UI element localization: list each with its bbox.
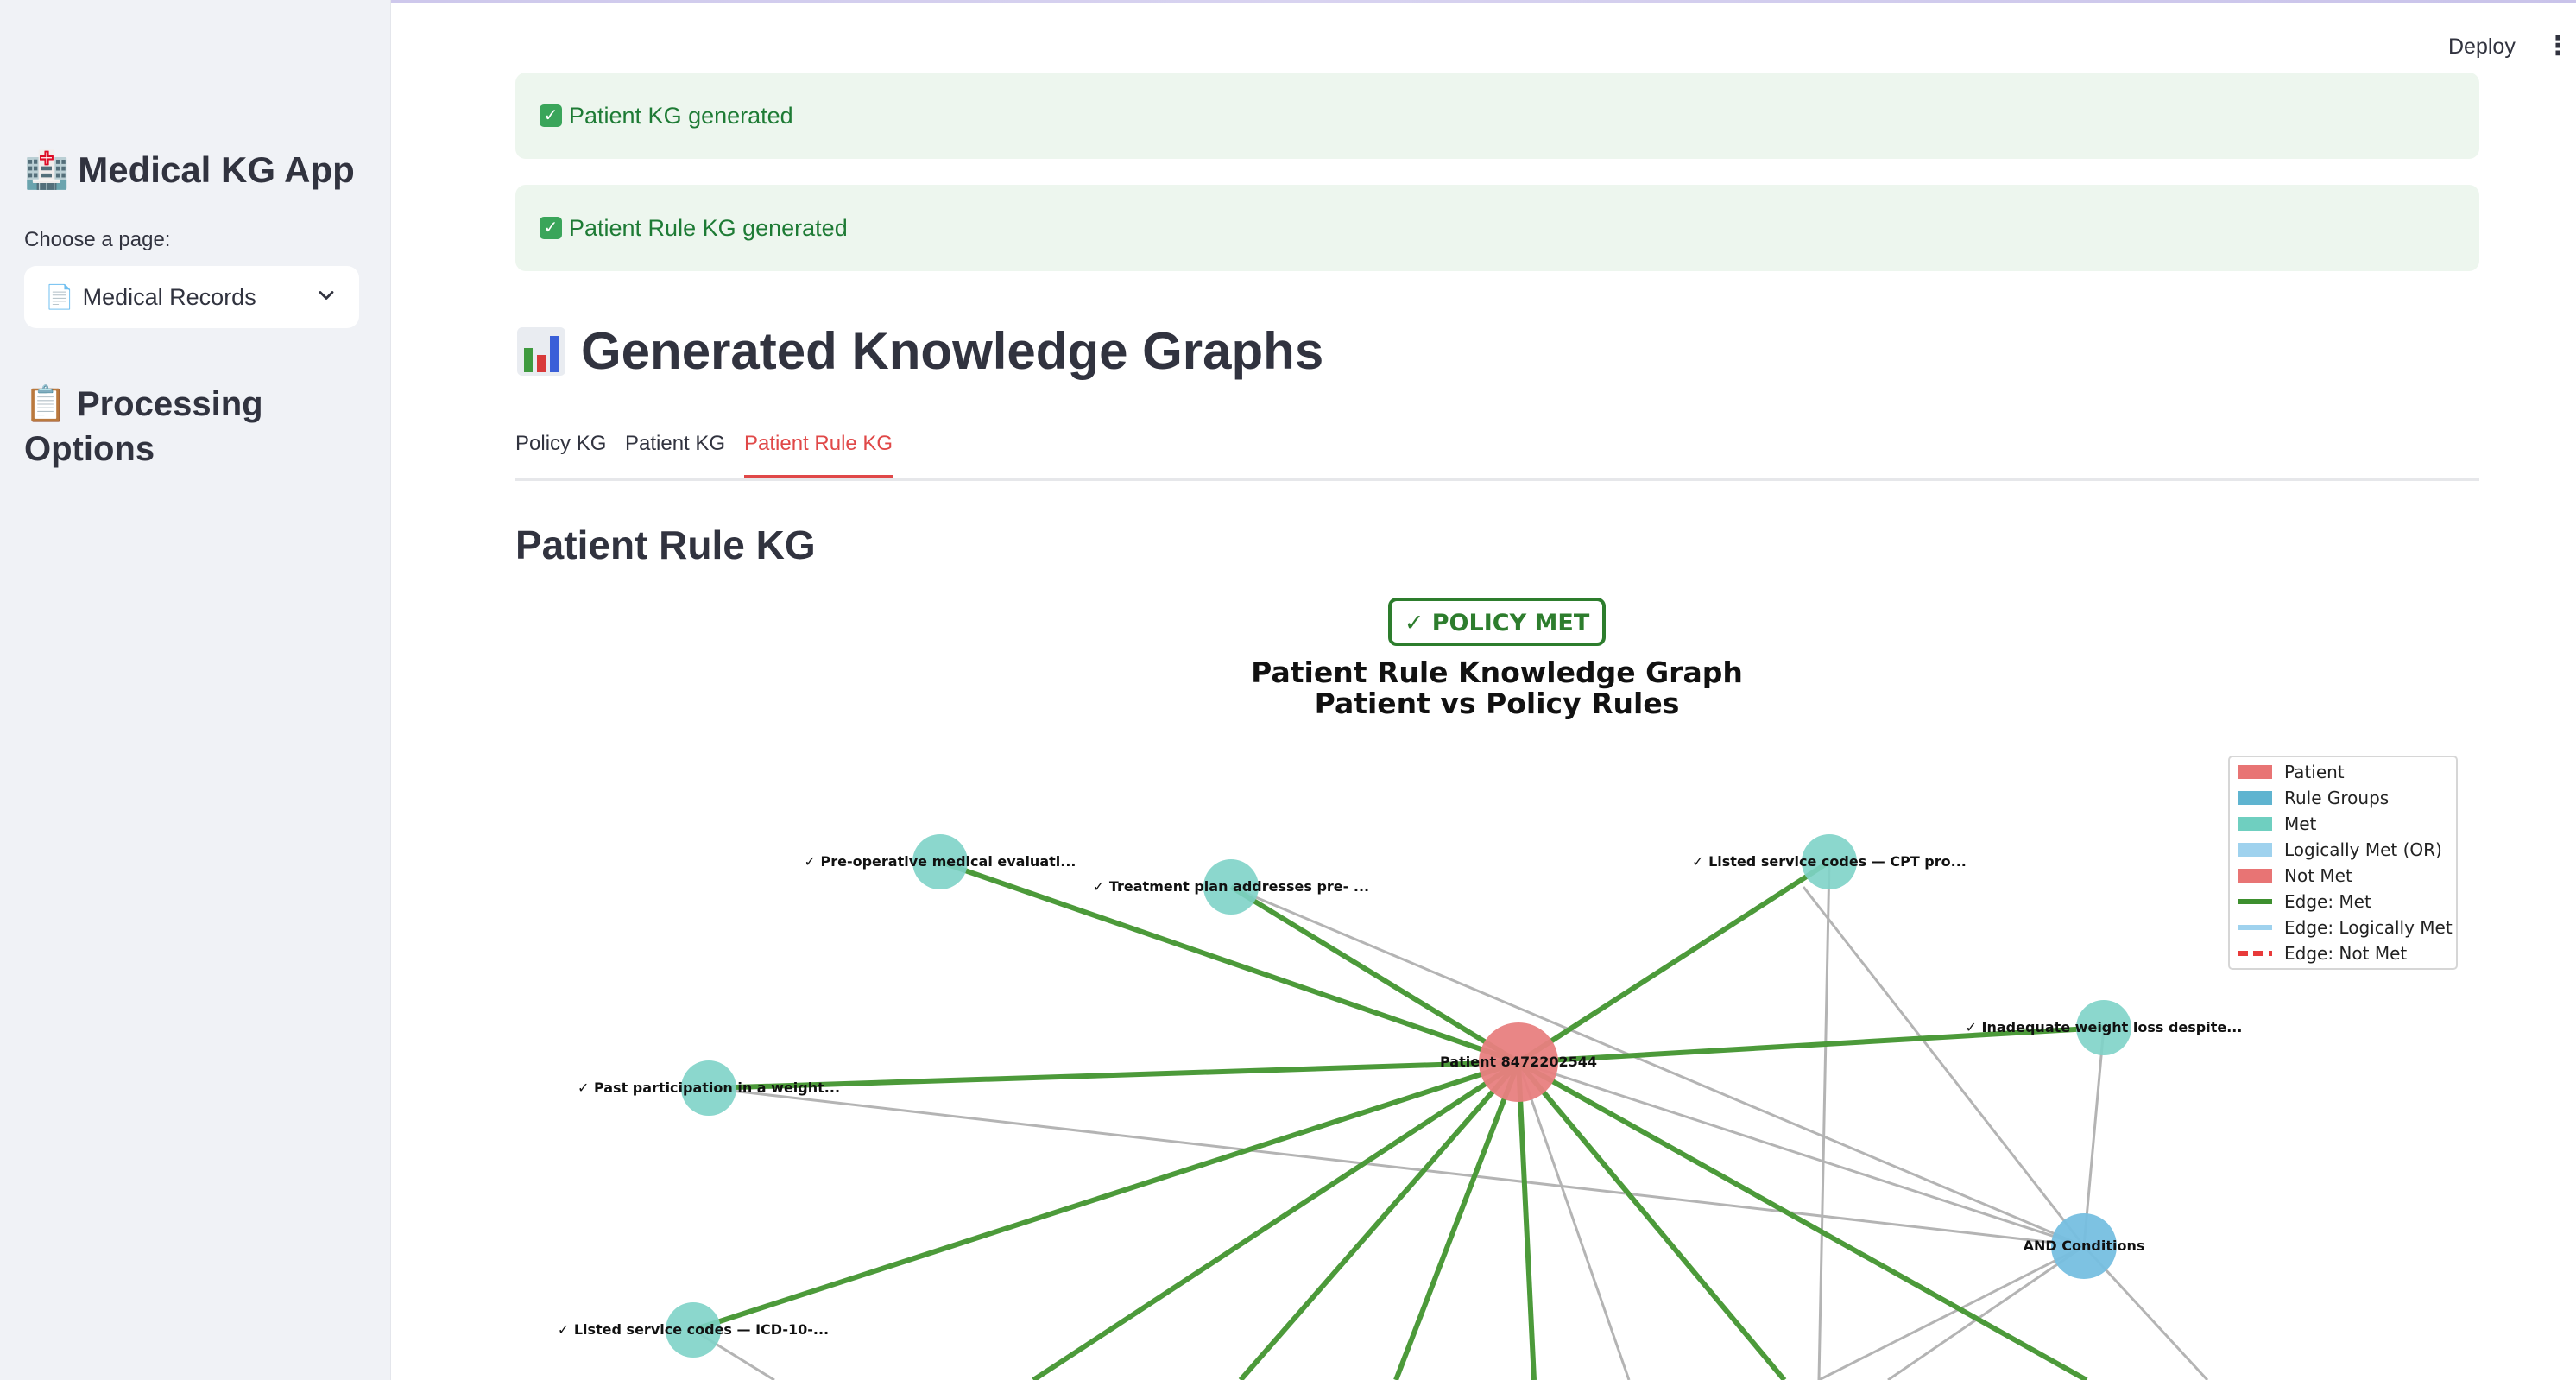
rule-node-label: ✓ Treatment plan addresses pre- ... (1093, 878, 1369, 895)
page-select[interactable]: 📄 Medical Records (24, 266, 359, 328)
check-icon: ✓ (540, 104, 562, 127)
processing-options-text: Processing Options (24, 385, 263, 468)
legend-label: Not Met (2284, 865, 2352, 886)
bar-chart-icon (517, 326, 565, 376)
legend-label: Edge: Logically Met (2284, 917, 2453, 938)
clipboard-icon: 📋 (24, 384, 67, 424)
success-alert-patient-kg: ✓ Patient KG generated (515, 73, 2479, 159)
alert-text: Patient Rule KG generated (569, 214, 848, 241)
legend-swatch-not-met (2238, 869, 2272, 883)
and-conditions-label: AND Conditions (2024, 1238, 2145, 1254)
deploy-button[interactable]: Deploy (2448, 35, 2516, 59)
patient-node-label: Patient 8472202544 (1440, 1054, 1597, 1070)
rule-node (2076, 1000, 2131, 1055)
top-decoration-bar (0, 0, 2576, 3)
legend-swatch-rule-groups (2238, 791, 2272, 805)
page-select-label: Choose a page: (24, 228, 171, 251)
rule-node (1802, 834, 1857, 889)
graph-title-line1: Patient Rule Knowledge Graph (1251, 655, 1743, 689)
graph-title-line2: Patient vs Policy Rules (1315, 687, 1680, 720)
legend-label: Edge: Not Met (2284, 943, 2407, 964)
sidebar: 🏥 Medical KG App Choose a page: 📄 Medica… (0, 0, 391, 1380)
legend-label: Patient (2284, 762, 2345, 782)
policy-met-badge-text: ✓ POLICY MET (1405, 610, 1590, 636)
more-menu-icon[interactable]: ⋮ (2545, 32, 2571, 60)
rule-node-label: ✓ Listed service codes — CPT pro... (1692, 853, 1967, 870)
page-select-value: Medical Records (82, 283, 256, 310)
check-icon: ✓ (540, 217, 562, 239)
tab-policy-kg[interactable]: Policy KG (515, 432, 607, 455)
hospital-icon: 🏥 (24, 149, 70, 191)
rule-node-label: ✓ Listed service codes — ICD-10-... (558, 1321, 829, 1338)
rule-node (912, 834, 968, 889)
app-title: 🏥 Medical KG App (24, 149, 355, 192)
legend-label: Met (2284, 813, 2317, 834)
app-title-text: Medical KG App (78, 149, 355, 190)
tab-patient-rule-kg[interactable]: Patient Rule KG (744, 432, 893, 478)
knowledge-graph: ✓ POLICY MET Patient Rule Knowledge Grap… (558, 598, 2458, 1380)
legend-swatch-logically-met (2238, 843, 2272, 857)
legend: Patient Rule Groups Met Logically Met (O… (2228, 756, 2458, 970)
and-conditions-node (2051, 1213, 2117, 1279)
document-icon: 📄 (45, 284, 74, 311)
legend-swatch-patient (2238, 765, 2272, 779)
processing-options-heading: 📋 Processing Options (24, 382, 369, 472)
rule-node (666, 1302, 721, 1358)
tab-bar: Policy KG Patient KG Patient Rule KG (515, 427, 2479, 481)
success-alert-patient-rule-kg: ✓ Patient Rule KG generated (515, 185, 2479, 271)
rule-node-label: ✓ Inadequate weight loss despite... (1966, 1019, 2243, 1035)
chevron-down-icon (319, 291, 334, 300)
rule-node (681, 1060, 736, 1116)
legend-label: Logically Met (OR) (2284, 839, 2442, 860)
met-edges (692, 859, 2105, 1380)
tab-patient-kg[interactable]: Patient KG (625, 432, 726, 455)
legend-label: Rule Groups (2284, 788, 2389, 808)
policy-met-badge (1388, 598, 1606, 646)
legend-swatch-met (2238, 817, 2272, 831)
patient-node (1479, 1022, 1558, 1102)
rule-node (1203, 859, 1259, 915)
page-title: Generated Knowledge Graphs (515, 321, 1323, 381)
page-title-text: Generated Knowledge Graphs (581, 322, 1324, 380)
rule-node-label: ✓ Past participation in a weight... (578, 1079, 840, 1096)
grey-edges (692, 861, 2209, 1380)
rule-node-label: ✓ Pre-operative medical evaluati... (805, 853, 1076, 870)
legend-label: Edge: Met (2284, 891, 2371, 912)
alert-text: Patient KG generated (569, 102, 793, 129)
subheading-patient-rule-kg: Patient Rule KG (515, 522, 816, 567)
